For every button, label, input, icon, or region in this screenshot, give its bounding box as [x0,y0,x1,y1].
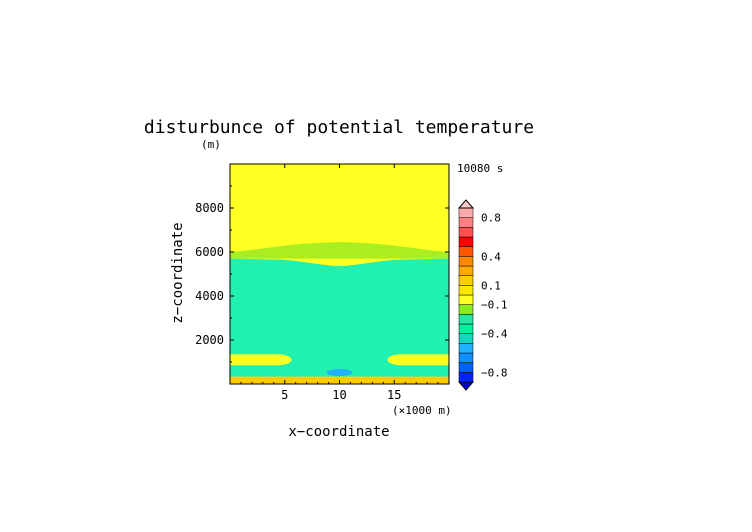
x-axis-label: x−coordinate [288,424,389,440]
colorbar-swatch [458,285,474,296]
colorbar-swatch [458,362,474,373]
chart-title: disturbunce of potential temperature [144,117,534,138]
axes: 5 10 15 2000 4000 6000 8000 [195,163,450,402]
colorbar-label: −0.8 [481,366,508,379]
colorbar-swatch [458,323,474,334]
colorbar-swatch [458,275,474,286]
field-green-bulge [230,242,449,259]
colorbar: 0.8 0.4 0.1 −0.1 −0.4 −0.8 [457,199,508,391]
y-tick-label: 4000 [195,289,224,303]
colorbar-swatch [458,314,474,325]
x-tick-label: 15 [387,388,401,402]
x-unit-label: (×1000 m) [392,404,452,417]
field-low-yellow-left [230,354,292,366]
field-cyan-middle [230,258,449,377]
colorbar-swatch [458,227,474,238]
colorbar-swatch [458,352,474,363]
y-tick-label: 6000 [195,245,224,259]
colorbar-high-triangle [457,199,475,209]
colorbar-low-triangle [457,381,475,391]
field-small-blue [326,369,353,377]
colorbar-label: 0.1 [481,279,501,292]
colorbar-swatch [458,333,474,344]
colorbar-swatch [458,256,474,267]
field-low-yellow-right [387,354,449,366]
colorbar-swatch [458,343,474,354]
y-tick-label: 8000 [195,201,224,215]
colorbar-label: −0.1 [481,299,508,312]
colorbar-swatch [458,246,474,257]
colorbar-label: −0.4 [481,328,508,341]
x-tick-label: 10 [332,388,346,402]
unit-label: (m) [201,138,221,151]
colorbar-swatch [458,304,474,315]
y-tick-label: 2000 [195,333,224,347]
colorbar-label: 0.8 [481,212,501,225]
y-axis-label: z−coordinate [170,222,186,323]
colorbar-swatch [458,372,474,383]
contour-field [230,164,449,384]
colorbar-label: 0.4 [481,250,501,263]
colorbar-swatch [458,265,474,276]
colorbar-swatch [458,217,474,228]
colorbar-swatch [458,236,474,247]
colorbar-swatch [458,207,474,218]
x-tick-label: 5 [281,388,288,402]
time-label: 10080 s [457,162,503,175]
colorbar-swatch [458,294,474,305]
